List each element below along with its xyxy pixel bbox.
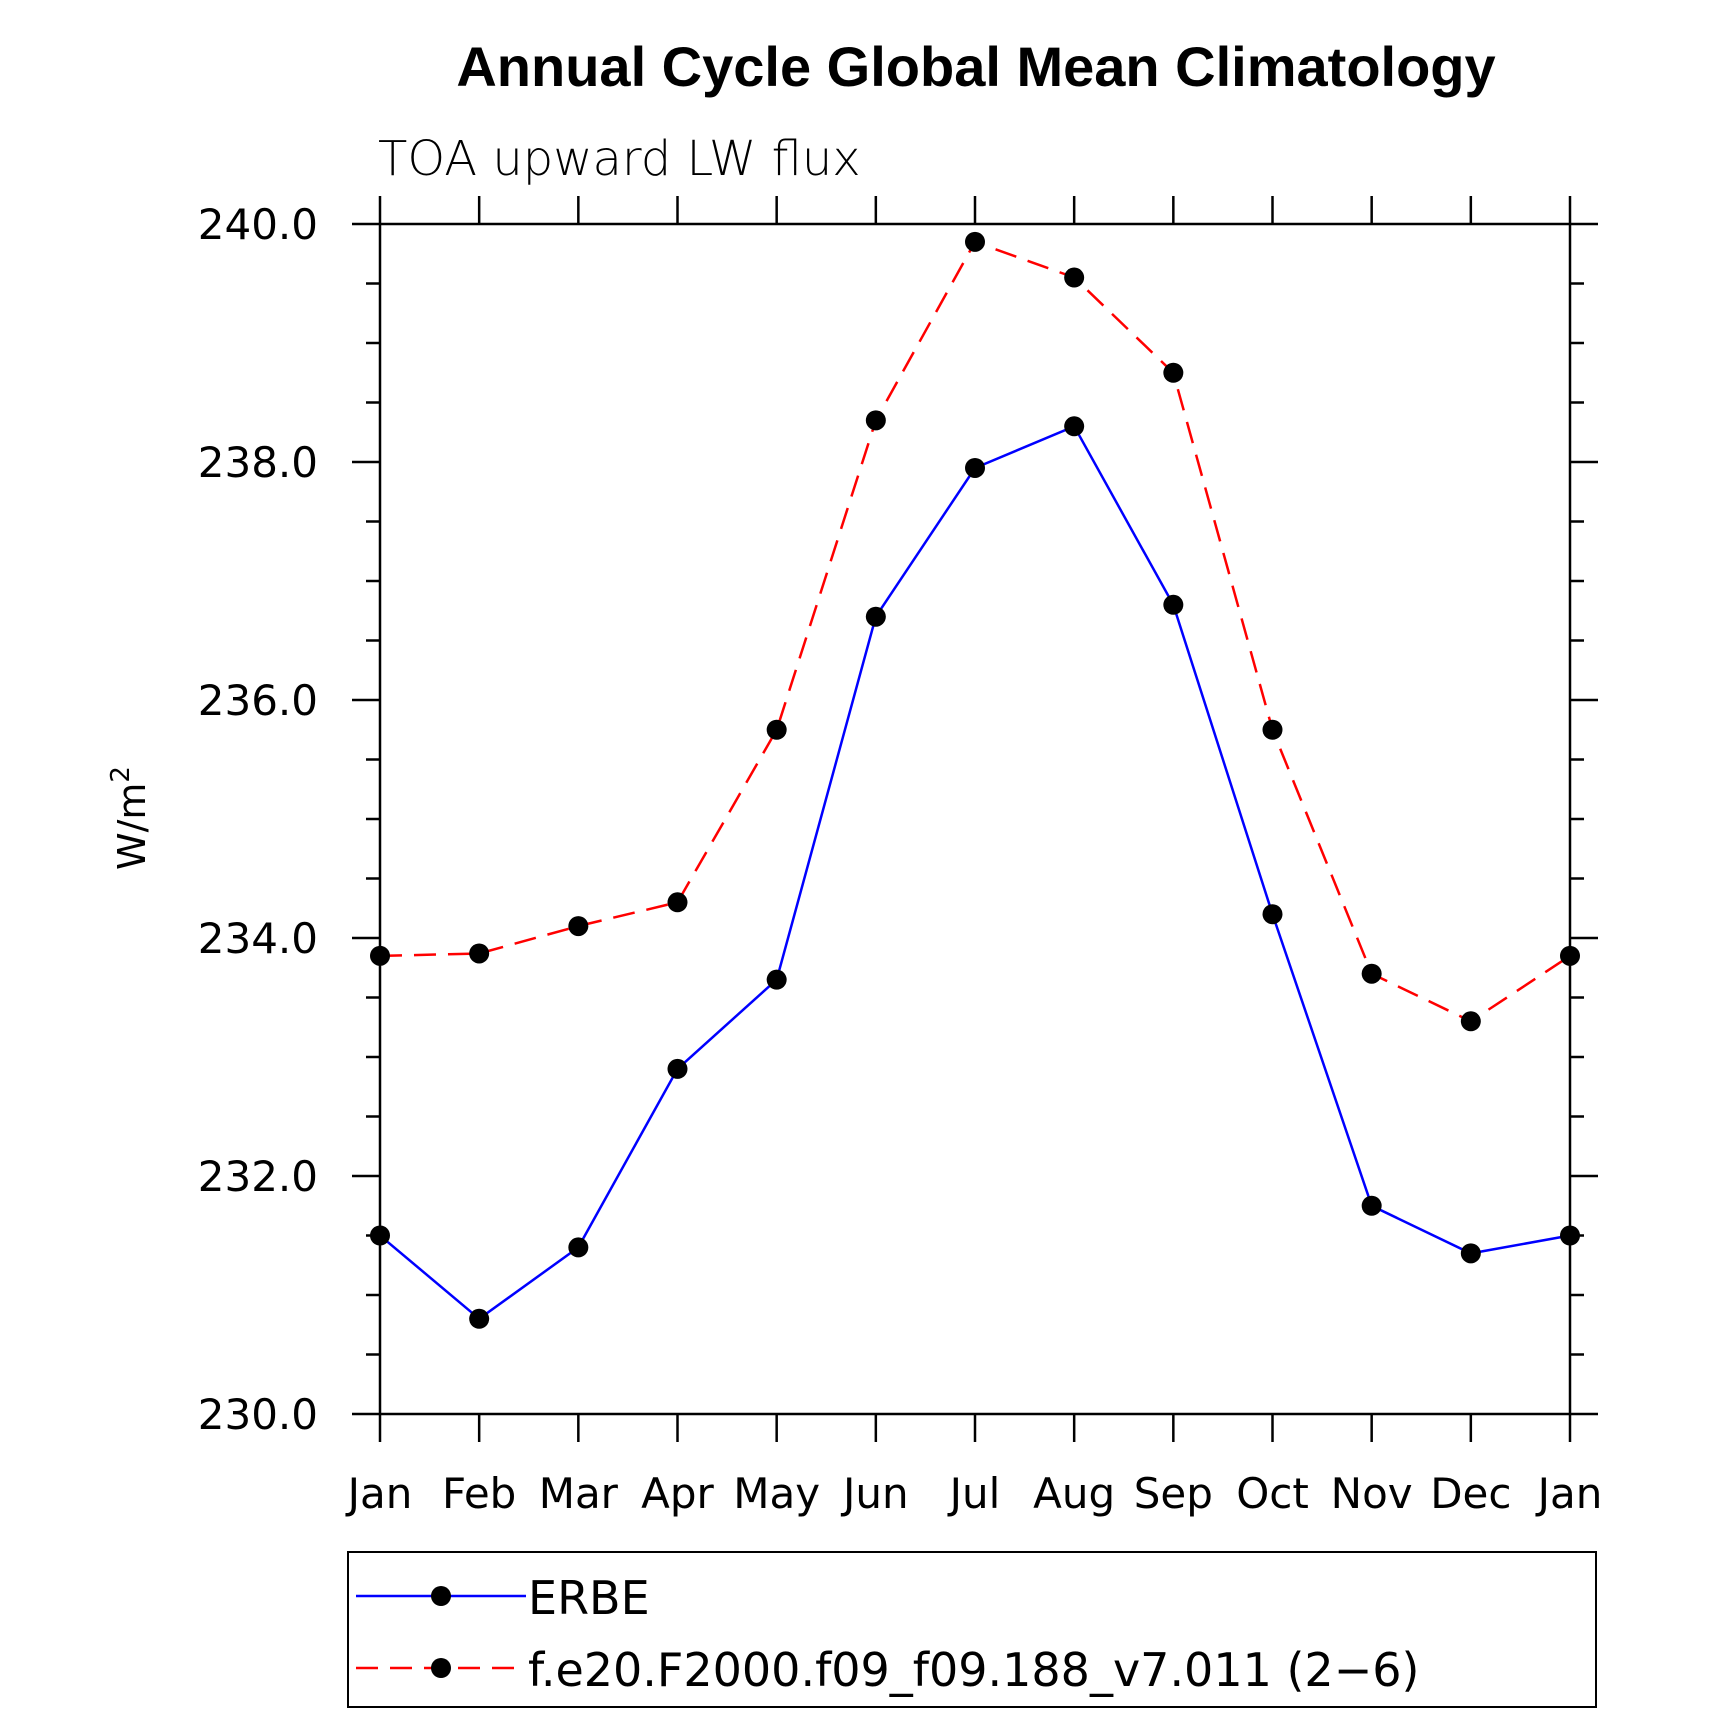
legend-entry-erbe: ERBE — [356, 1571, 650, 1625]
legend-marker-model — [431, 1658, 451, 1678]
series-line-1 — [379, 240, 1571, 1023]
data-point-series-1 — [1163, 362, 1184, 383]
data-point-series-1 — [1361, 963, 1382, 984]
x-tick-label: May — [733, 1469, 820, 1518]
data-point-series-1 — [469, 943, 490, 964]
data-point-series-0 — [1163, 594, 1184, 615]
x-tick-labels: Jan Feb Mar Apr May Jun Jul Aug Sep Oct Nov Dec Jan — [345, 1469, 1603, 1518]
legend-label-erbe: ERBE — [528, 1571, 650, 1625]
y-tick-label: 234.0 — [198, 914, 318, 963]
data-point-series-0 — [965, 457, 985, 478]
data-point-series-0 — [469, 1308, 490, 1329]
plot-frame — [378, 222, 1572, 1416]
x-tick-label: Apr — [641, 1469, 714, 1518]
data-point-series-1 — [766, 719, 787, 740]
data-point-series-0 — [370, 1225, 390, 1246]
y-axis-label-superscript: 2 — [106, 766, 136, 783]
chart-subtitle: TOA upward LW flux — [378, 131, 861, 187]
y-axis-label-base: W/m — [110, 783, 154, 870]
axis-ticks — [352, 196, 1598, 1442]
data-point-series-0 — [1560, 1225, 1580, 1246]
x-tick-label: Jan — [345, 1469, 413, 1518]
x-tick-label: Jul — [947, 1469, 1001, 1518]
data-point-series-1 — [1460, 1011, 1481, 1032]
data-point-series-0 — [1460, 1243, 1481, 1264]
y-tick-label: 236.0 — [198, 676, 318, 725]
data-point-series-0 — [865, 606, 886, 627]
data-point-series-1 — [667, 892, 688, 913]
data-point-series-1 — [568, 916, 589, 937]
x-tick-label: Jun — [840, 1469, 909, 1518]
y-axis-label: W/m2 — [106, 766, 154, 870]
series-points — [370, 231, 1580, 1329]
x-tick-label: Jan — [1535, 1469, 1603, 1518]
data-point-series-0 — [667, 1058, 688, 1079]
x-tick-label: Oct — [1236, 1469, 1309, 1518]
y-tick-label: 240.0 — [198, 200, 318, 249]
y-tick-label: 232.0 — [198, 1152, 318, 1201]
data-point-series-1 — [370, 945, 390, 966]
x-tick-label: Mar — [539, 1469, 619, 1518]
y-tick-label: 238.0 — [198, 438, 318, 487]
data-point-series-0 — [1262, 904, 1283, 925]
chart-title: Annual Cycle Global Mean Climatology — [456, 35, 1495, 98]
legend-box — [347, 1551, 1597, 1708]
data-point-series-1 — [1262, 719, 1283, 740]
x-tick-label: Sep — [1134, 1469, 1213, 1518]
data-point-series-1 — [1064, 267, 1085, 288]
series-lines — [379, 240, 1571, 1321]
series-line-0 — [379, 424, 1571, 1321]
legend-label-model: f.e20.F2000.f09_f09.188_v7.011 (2−6) — [528, 1643, 1419, 1697]
legend-entry-model: f.e20.F2000.f09_f09.188_v7.011 (2−6) — [356, 1643, 1419, 1697]
x-tick-label: Feb — [442, 1469, 516, 1518]
data-point-series-1 — [1560, 945, 1580, 966]
data-point-series-0 — [1064, 416, 1085, 437]
x-tick-label: Aug — [1033, 1469, 1115, 1518]
data-point-series-0 — [766, 969, 787, 990]
data-point-series-1 — [965, 231, 985, 252]
y-tick-label: 230.0 — [198, 1390, 318, 1439]
legend-marker-erbe — [431, 1586, 451, 1606]
x-tick-label: Dec — [1430, 1469, 1511, 1518]
x-tick-label: Nov — [1331, 1469, 1413, 1518]
data-point-series-0 — [1361, 1195, 1382, 1216]
data-point-series-1 — [865, 410, 886, 431]
y-tick-labels: 230.0 232.0 234.0 236.0 238.0 240.0 — [198, 200, 318, 1439]
data-point-series-0 — [568, 1237, 589, 1258]
